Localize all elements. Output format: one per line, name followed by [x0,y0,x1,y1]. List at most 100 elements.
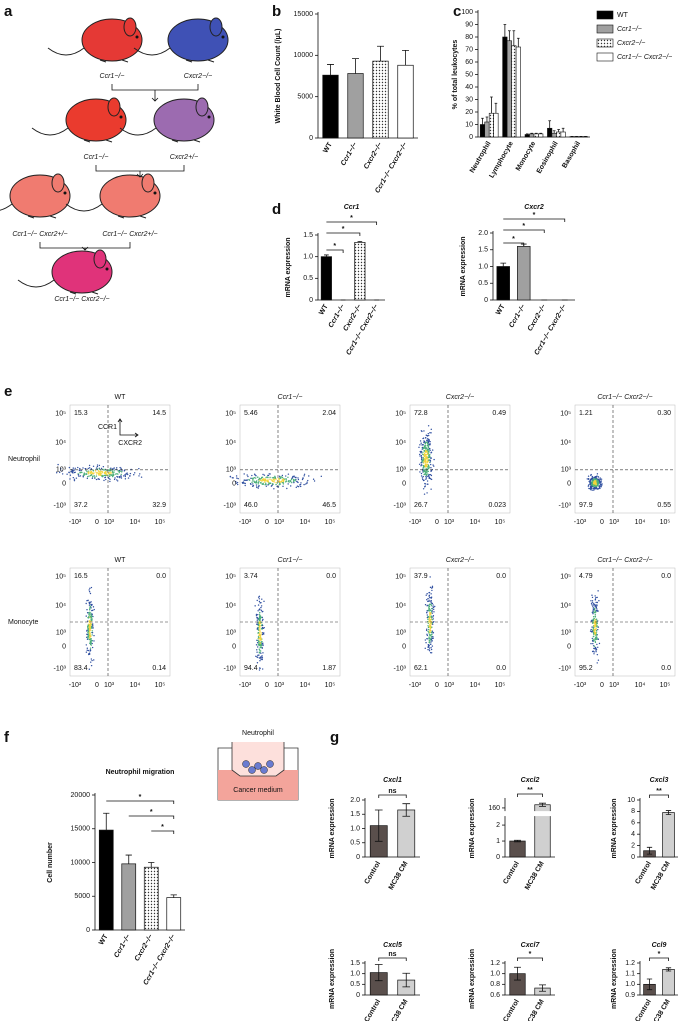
plot-title: Ccr1−/− [278,394,303,401]
significance-label: ns [388,951,396,958]
event-dot [432,603,433,604]
y-tick-label: 0 [496,854,500,861]
y-tick-label: 10⁴ [395,440,406,447]
event-dot [304,474,305,475]
quadrant-percent: 3.74 [244,573,258,580]
event-dot [86,615,87,616]
event-dot [141,476,142,477]
event-dot [119,471,120,472]
bar [530,134,534,137]
event-dot [291,477,292,478]
event-dot [91,468,92,469]
event-dot [428,433,429,434]
event-dot [597,479,598,480]
event-dot [420,440,421,441]
event-dot [125,476,126,477]
event-dot [255,475,256,476]
event-dot [261,610,262,611]
event-dot [258,604,259,605]
event-dot [428,616,429,617]
y-tick-label: 2 [631,842,635,849]
x-tick-label: 10³ [609,519,620,526]
event-dot [89,612,90,613]
event-dot [421,475,422,476]
event-dot [89,591,90,592]
event-dot [425,448,426,449]
event-dot [423,448,424,449]
event-dot [590,479,591,480]
y-tick-label: 20000 [71,792,91,799]
error-bar [557,130,560,133]
y-tick-label: 90 [465,21,473,28]
event-dot [93,640,94,641]
diagram-label: Neutrophil [242,730,274,737]
panel-label: a [4,3,13,20]
y-tick-label: 10⁵ [395,410,406,417]
event-dot [262,647,263,648]
event-dot [272,477,273,478]
row-label: Monocyte [8,619,38,626]
event-dot [101,468,102,469]
event-dot [259,609,260,610]
event-dot [429,606,430,607]
event-dot [95,472,96,473]
axis-key-label: CXCR2 [118,440,142,447]
y-tick-label: 20 [465,109,473,116]
event-dot [423,488,424,489]
event-dot [253,478,254,479]
chart-title: Cxcl5 [383,942,402,949]
event-dot [76,477,77,478]
event-dot [88,617,89,618]
event-dot [290,481,291,482]
event-dot [259,612,260,613]
neutrophil-cell [267,761,274,768]
significance-label: * [658,951,661,958]
event-dot [306,483,307,484]
event-dot [595,649,596,650]
event-dot [91,634,92,635]
y-tick-label: 2.0 [478,230,488,237]
plot-title: Cxcr2−/− [446,394,474,401]
error-bar [148,863,154,868]
event-dot [259,598,260,599]
event-dot [262,657,263,658]
quadrant-percent: 62.1 [414,665,428,672]
event-dot [429,454,430,455]
event-dot [431,634,432,635]
y-tick-label: 10³ [226,467,237,474]
event-dot [95,470,96,471]
x-tick-label: 0 [265,519,269,526]
event-dot [428,592,429,593]
event-dot [90,661,91,662]
legend-label: WT [617,12,629,19]
panel-label: b [272,3,281,20]
event-dot [430,617,431,618]
event-dot [246,474,247,475]
event-dot [425,454,426,455]
event-dot [245,483,246,484]
y-tick-label: 0.5 [350,840,360,847]
significance-label: * [139,794,142,801]
x-tick-label: 0 [265,682,269,689]
event-dot [260,650,261,651]
event-dot [91,618,92,619]
event-dot [247,479,248,480]
event-dot [424,456,425,457]
y-tick-label: -10³ [224,665,237,672]
event-dot [283,479,284,480]
event-dot [252,483,253,484]
significance-label: * [161,824,164,831]
event-dot [595,637,596,638]
quadrant-percent: 46.5 [322,502,336,509]
event-dot [423,476,424,477]
event-dot [595,484,596,485]
event-dot [262,625,263,626]
event-dot [237,478,238,479]
event-dot [260,657,261,658]
x-tick-label: 0 [600,682,604,689]
event-dot [596,623,597,624]
event-dot [426,451,427,452]
event-dot [601,483,602,484]
event-dot [419,471,420,472]
event-dot [590,482,591,483]
